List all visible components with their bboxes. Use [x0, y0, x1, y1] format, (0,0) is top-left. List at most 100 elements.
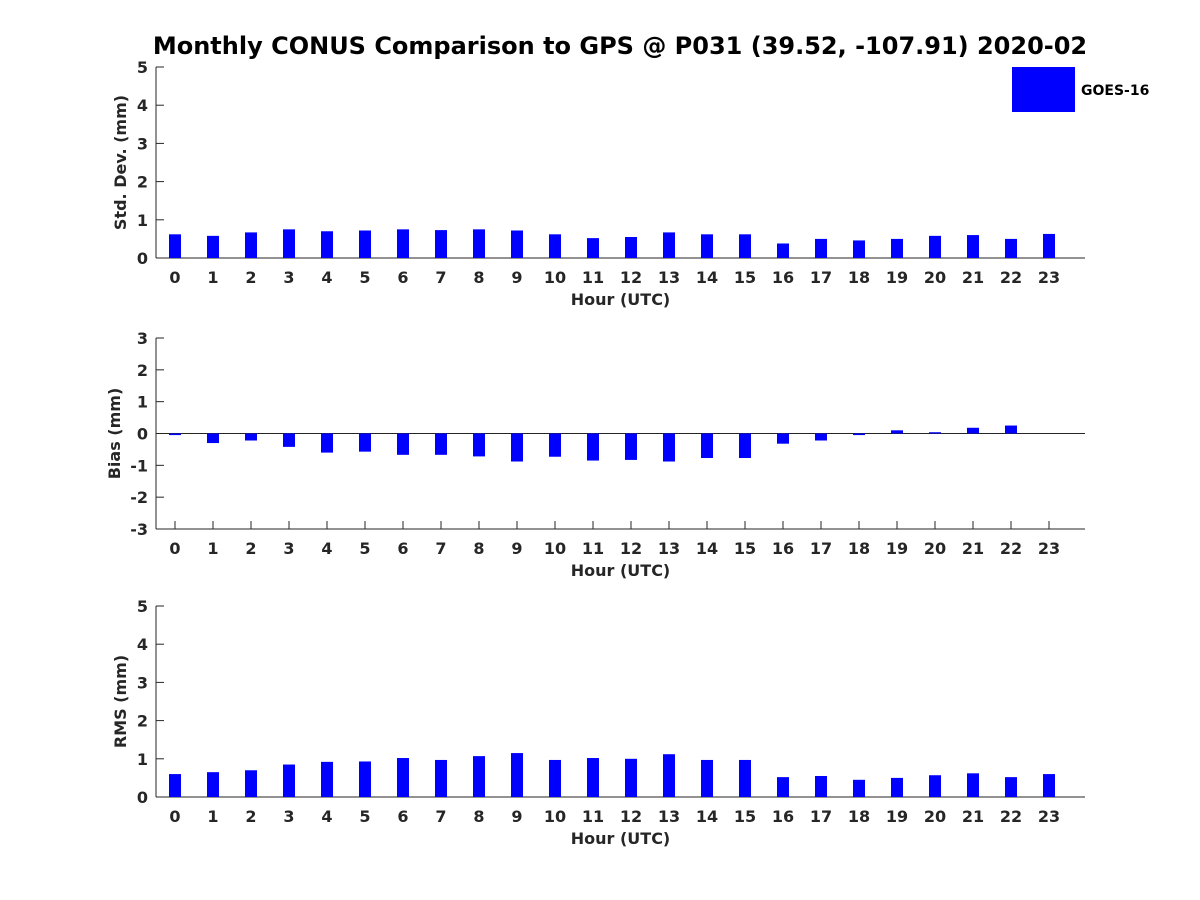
bar	[701, 433, 713, 459]
legend-label: GOES-16	[1081, 83, 1149, 99]
bar	[967, 773, 979, 797]
x-tick-label: 4	[321, 268, 332, 287]
x-tick-label: 0	[169, 807, 180, 826]
bar	[1005, 238, 1017, 258]
y-tick-label: 2	[137, 361, 148, 380]
x-tick-label: 18	[848, 539, 870, 558]
legend: GOES-16	[1012, 67, 1149, 112]
y-tick-label: 1	[137, 211, 148, 230]
x-tick-label: 17	[810, 807, 832, 826]
x-tick-label: 1	[207, 807, 218, 826]
x-tick-label: 21	[962, 268, 984, 287]
x-tick-label: 10	[544, 268, 566, 287]
bar	[207, 433, 219, 444]
x-tick-label: 10	[544, 807, 566, 826]
x-tick-label: 13	[658, 268, 680, 287]
x-tick-label: 22	[1000, 268, 1022, 287]
x-tick-label: 3	[283, 539, 294, 558]
x-tick-label: 12	[620, 539, 642, 558]
x-tick-label: 15	[734, 539, 756, 558]
x-tick-label: 19	[886, 539, 908, 558]
y-tick-label: 0	[137, 249, 148, 268]
x-tick-label: 5	[359, 268, 370, 287]
x-tick-label: 2	[245, 539, 256, 558]
x-tick-label: 7	[435, 268, 446, 287]
bar	[435, 759, 447, 797]
x-tick-label: 18	[848, 807, 870, 826]
bar	[853, 240, 865, 258]
x-tick-label: 0	[169, 268, 180, 287]
bar	[777, 243, 789, 258]
x-tick-label: 22	[1000, 807, 1022, 826]
bar	[245, 232, 257, 258]
y-tick-label: -3	[130, 520, 148, 539]
bar	[321, 231, 333, 258]
bar	[891, 238, 903, 258]
bar	[435, 433, 447, 455]
x-tick-label: 1	[207, 268, 218, 287]
bar	[549, 759, 561, 797]
y-tick-label: 0	[137, 425, 148, 444]
bar	[169, 433, 181, 436]
legend-swatch	[1012, 67, 1075, 112]
x-axis-label: Hour (UTC)	[571, 561, 671, 580]
bar	[739, 759, 751, 797]
bar	[511, 433, 523, 462]
x-tick-label: 8	[473, 539, 484, 558]
bar	[1043, 774, 1055, 797]
x-axis-label: Hour (UTC)	[571, 829, 671, 848]
bar	[397, 758, 409, 797]
x-tick-label: 23	[1038, 539, 1060, 558]
x-tick-label: 9	[511, 807, 522, 826]
y-tick-label: 5	[137, 597, 148, 616]
bar	[359, 230, 371, 258]
y-axis-label: Bias (mm)	[105, 388, 124, 480]
bar	[967, 427, 979, 434]
x-tick-label: 11	[582, 539, 604, 558]
bar	[245, 433, 257, 441]
y-tick-label: 1	[137, 750, 148, 769]
bar	[701, 234, 713, 258]
x-tick-label: 17	[810, 539, 832, 558]
y-tick-label: 4	[137, 96, 148, 115]
x-tick-label: 5	[359, 539, 370, 558]
bar	[663, 232, 675, 258]
x-tick-label: 13	[658, 807, 680, 826]
bar	[207, 772, 219, 797]
x-tick-label: 4	[321, 539, 332, 558]
x-tick-label: 14	[696, 539, 718, 558]
x-tick-label: 12	[620, 268, 642, 287]
bar	[815, 238, 827, 258]
bar	[473, 433, 485, 457]
y-tick-label: 5	[137, 58, 148, 77]
x-tick-label: 16	[772, 268, 794, 287]
bar	[207, 235, 219, 258]
x-tick-label: 12	[620, 807, 642, 826]
y-tick-label: 3	[137, 329, 148, 348]
bar	[321, 433, 333, 453]
x-tick-label: 23	[1038, 807, 1060, 826]
y-tick-label: 4	[137, 635, 148, 654]
y-tick-label: 0	[137, 788, 148, 807]
bar	[853, 433, 865, 436]
x-tick-label: 13	[658, 539, 680, 558]
x-tick-label: 21	[962, 807, 984, 826]
bar	[245, 770, 257, 797]
bar	[929, 235, 941, 258]
chart-title: Monthly CONUS Comparison to GPS @ P031 (…	[153, 32, 1087, 60]
bar	[511, 230, 523, 258]
x-tick-label: 16	[772, 807, 794, 826]
x-tick-label: 5	[359, 807, 370, 826]
bar	[1043, 233, 1055, 258]
bar	[663, 754, 675, 797]
x-tick-label: 15	[734, 268, 756, 287]
y-tick-label: -1	[130, 456, 148, 475]
bar	[473, 229, 485, 258]
bar	[853, 779, 865, 797]
bar	[739, 234, 751, 258]
